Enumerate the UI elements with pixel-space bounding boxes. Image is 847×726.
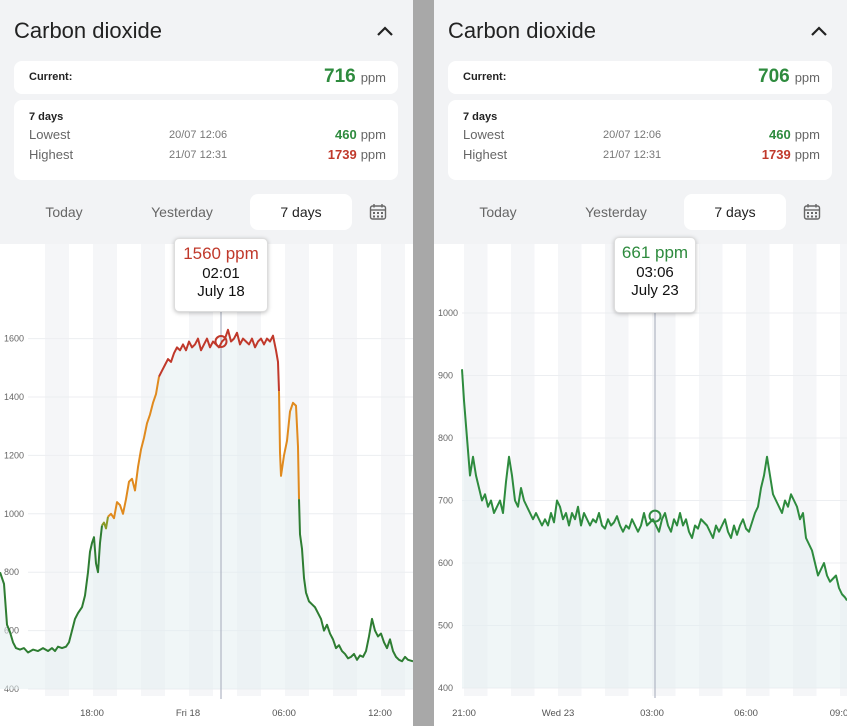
y-tick-label: 600 [438, 558, 453, 568]
tab-7-days[interactable]: 7 days [684, 194, 786, 230]
summary-header: Carbon dioxide Current: 716 ppm 7 days Lo… [0, 0, 413, 244]
week-label: 7 days [29, 111, 64, 123]
y-tick-label: 1000 [438, 308, 458, 318]
y-tick-label: 1600 [4, 334, 24, 344]
current-value: 706 ppm [758, 66, 820, 87]
x-tick-label: 06:00 [734, 708, 758, 719]
series-line [298, 499, 413, 663]
series-line [107, 376, 160, 520]
series-line [0, 525, 103, 654]
tab-today[interactable]: Today [45, 204, 83, 220]
tab-7-days[interactable]: 7 days [250, 194, 352, 230]
calendar-icon[interactable] [803, 203, 821, 221]
week-card: 7 days Lowest 20/07 12:06 460 ppm Highest… [448, 100, 832, 180]
x-tick-label: 06:00 [272, 708, 296, 719]
calendar-icon[interactable] [369, 203, 387, 221]
y-tick-label: 800 [438, 433, 453, 443]
y-tick-label: 600 [4, 626, 19, 636]
hover-marker [214, 335, 228, 349]
y-tick-label: 400 [438, 683, 453, 693]
current-card: Current: 706 ppm [448, 61, 832, 94]
current-label: Current: [29, 71, 73, 83]
area-fill [0, 329, 413, 689]
panel-title: Carbon dioxide [14, 18, 162, 43]
tab-yesterday[interactable]: Yesterday [585, 204, 647, 220]
series-line [158, 328, 280, 392]
highest-row: Highest 21/07 12:31 1739 ppm [29, 147, 386, 162]
x-tick-label: 03:00 [640, 708, 664, 719]
lowest-row: Lowest 20/07 12:06 460 ppm [463, 127, 820, 142]
y-tick-label: 1200 [4, 450, 24, 460]
range-tabs: Today Yesterday 7 days [14, 194, 398, 232]
x-tick-label: Wed 23 [542, 708, 575, 719]
x-tick-label: Fri 18 [176, 708, 200, 719]
week-label: 7 days [463, 111, 498, 123]
current-card: Current: 716 ppm [14, 61, 398, 94]
chevron-up-icon[interactable] [373, 20, 397, 44]
current-value: 716 ppm [324, 66, 386, 87]
tab-today[interactable]: Today [479, 204, 517, 220]
x-tick-label: 12:00 [368, 708, 392, 719]
series-line [101, 516, 109, 530]
y-tick-label: 500 [438, 621, 453, 631]
y-tick-label: 1000 [4, 509, 24, 519]
x-tick-label: 09:0 [830, 708, 847, 719]
lowest-row: Lowest 20/07 12:06 460 ppm [29, 127, 386, 142]
y-tick-label: 900 [438, 371, 453, 381]
week-card: 7 days Lowest 20/07 12:06 460 ppm Highest… [14, 100, 398, 180]
grid-stripe [840, 244, 847, 696]
highest-row: Highest 21/07 12:31 1739 ppm [463, 147, 820, 162]
chart-tooltip: 1560 ppm 02:01 July 18 [174, 238, 268, 312]
co2-panel-left: Carbon dioxide Current: 716 ppm 7 days Lo… [0, 0, 413, 726]
x-tick-label: 18:00 [80, 708, 104, 719]
range-tabs: Today Yesterday 7 days [448, 194, 832, 232]
grid-stripe [45, 244, 69, 696]
x-tick-label: 21:00 [452, 708, 476, 719]
y-tick-label: 1400 [4, 392, 24, 402]
series-line [278, 391, 300, 500]
co2-line-chart[interactable]: 400 500 600 700 800 900 1000 21:00 Wed 23 03:00 06… [434, 244, 847, 726]
chevron-up-icon[interactable] [807, 20, 831, 44]
current-label: Current: [463, 71, 507, 83]
co2-panel-right: Carbon dioxide Current: 706 ppm 7 days Lo… [434, 0, 847, 726]
y-tick-label: 800 [4, 567, 19, 577]
summary-header: Carbon dioxide Current: 706 ppm 7 days Lo… [434, 0, 847, 244]
tab-yesterday[interactable]: Yesterday [151, 204, 213, 220]
grid-stripe [333, 244, 357, 696]
y-tick-label: 700 [438, 496, 453, 506]
panel-title: Carbon dioxide [448, 18, 596, 43]
hover-marker [648, 509, 662, 523]
grid-stripe [381, 244, 405, 696]
chart-tooltip: 661 ppm 03:06 July 23 [614, 237, 696, 313]
